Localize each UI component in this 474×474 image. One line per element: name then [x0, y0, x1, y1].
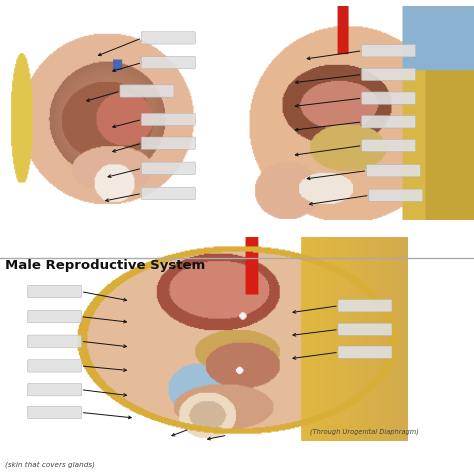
FancyBboxPatch shape — [141, 56, 195, 69]
FancyBboxPatch shape — [362, 116, 416, 128]
FancyBboxPatch shape — [338, 300, 392, 312]
FancyBboxPatch shape — [362, 92, 416, 104]
FancyBboxPatch shape — [141, 113, 195, 126]
FancyBboxPatch shape — [27, 383, 82, 396]
FancyBboxPatch shape — [27, 335, 82, 347]
FancyBboxPatch shape — [27, 406, 82, 419]
Text: Male Reproductive System: Male Reproductive System — [5, 259, 205, 272]
FancyBboxPatch shape — [27, 285, 82, 298]
FancyBboxPatch shape — [141, 137, 195, 149]
Text: (skin that covers glands): (skin that covers glands) — [5, 462, 95, 468]
FancyBboxPatch shape — [338, 346, 392, 358]
FancyBboxPatch shape — [369, 189, 423, 201]
FancyBboxPatch shape — [362, 45, 416, 57]
Text: (Through Urogenital Diaphragm): (Through Urogenital Diaphragm) — [310, 428, 419, 435]
FancyBboxPatch shape — [27, 310, 82, 323]
FancyBboxPatch shape — [141, 187, 195, 200]
FancyBboxPatch shape — [27, 360, 82, 372]
FancyBboxPatch shape — [366, 164, 420, 177]
FancyBboxPatch shape — [120, 85, 174, 97]
FancyBboxPatch shape — [338, 323, 392, 336]
FancyBboxPatch shape — [362, 139, 416, 152]
FancyBboxPatch shape — [362, 68, 416, 81]
FancyBboxPatch shape — [141, 162, 195, 174]
FancyBboxPatch shape — [141, 32, 195, 44]
